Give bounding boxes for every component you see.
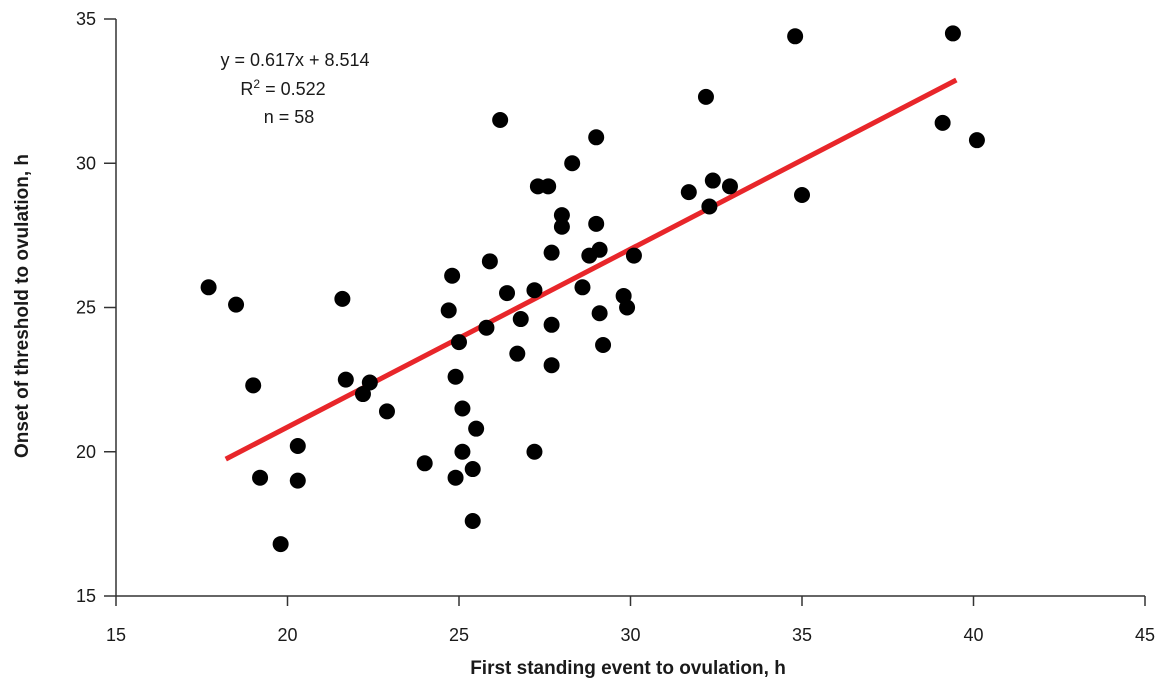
data-point: [509, 345, 526, 362]
regression-equation: y = 0.617x + 8.514: [220, 50, 369, 70]
data-point: [416, 455, 433, 472]
data-point: [526, 443, 543, 460]
data-point: [787, 28, 804, 45]
data-point: [499, 285, 516, 302]
data-point: [553, 218, 570, 235]
data-point: [680, 184, 697, 201]
data-point: [378, 403, 395, 420]
data-point: [619, 299, 636, 316]
y-ticks: 15 20 25 30 35: [76, 9, 116, 606]
x-tick-label: 20: [277, 625, 297, 645]
x-tick-label: 25: [449, 625, 469, 645]
data-point: [245, 377, 262, 394]
data-point: [701, 198, 718, 215]
data-point: [444, 267, 461, 284]
regression-annotation: y = 0.617x + 8.514 R2 = 0.522 n = 58: [220, 50, 369, 127]
data-point: [289, 472, 306, 489]
sample-size-label: n = 58: [264, 107, 315, 127]
data-point: [574, 279, 591, 296]
x-tick-label: 35: [792, 625, 812, 645]
y-tick-label: 35: [76, 9, 96, 29]
data-point: [588, 129, 605, 146]
y-tick-label: 30: [76, 153, 96, 173]
data-point: [337, 371, 354, 388]
data-point: [200, 279, 217, 296]
data-point: [478, 319, 495, 336]
data-point: [361, 374, 378, 391]
data-point: [697, 88, 714, 105]
y-axis-title: Onset of threshold to ovulation, h: [12, 154, 33, 458]
data-point: [252, 469, 269, 486]
data-point: [595, 337, 612, 354]
data-points: [200, 25, 985, 553]
data-point: [481, 253, 498, 270]
data-point: [591, 305, 608, 322]
x-tick-label: 40: [963, 625, 983, 645]
x-axis-title: First standing event to ovulation, h: [470, 658, 786, 679]
data-point: [272, 536, 289, 553]
data-point: [334, 290, 351, 307]
r-squared-label: R2 = 0.522: [240, 77, 325, 99]
data-point: [721, 178, 738, 195]
data-point: [468, 420, 485, 437]
data-point: [543, 244, 560, 261]
data-point: [526, 282, 543, 299]
data-point: [354, 386, 371, 403]
x-ticks: 15 20 25 30 35 40 45: [106, 596, 1155, 645]
data-point: [543, 316, 560, 333]
x-tick-label: 15: [106, 625, 126, 645]
y-tick-label: 20: [76, 442, 96, 462]
data-point: [625, 247, 642, 264]
data-point: [454, 443, 471, 460]
data-point: [228, 296, 245, 313]
data-point: [451, 334, 467, 351]
x-tick-label: 45: [1135, 625, 1155, 645]
trendline-group: [224, 77, 958, 462]
data-point: [464, 461, 481, 478]
data-point: [447, 368, 464, 385]
data-point: [564, 155, 581, 172]
data-point: [934, 114, 951, 131]
data-point: [464, 512, 481, 529]
data-point: [704, 172, 721, 189]
data-point: [454, 400, 471, 417]
data-point: [944, 25, 961, 42]
trendline: [224, 77, 958, 462]
data-point: [591, 241, 608, 258]
x-tick-label: 30: [620, 625, 640, 645]
data-point: [968, 132, 985, 149]
data-point: [289, 437, 306, 454]
data-point: [553, 207, 570, 224]
data-point: [440, 302, 457, 319]
data-point: [447, 469, 464, 486]
y-tick-label: 25: [76, 298, 96, 318]
y-tick-label: 15: [76, 586, 96, 606]
data-point: [543, 357, 560, 374]
data-point: [588, 215, 605, 232]
data-point: [540, 178, 557, 195]
data-point: [794, 186, 810, 203]
data-point: [492, 111, 509, 128]
data-point: [512, 311, 529, 328]
